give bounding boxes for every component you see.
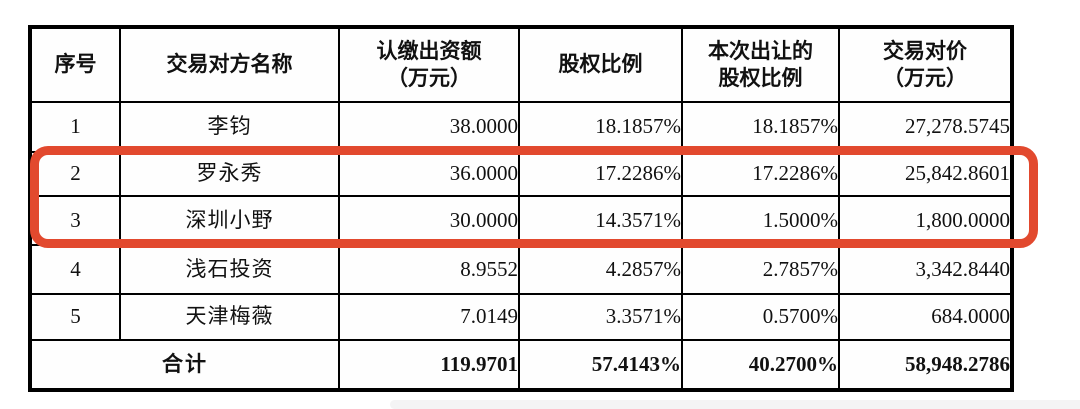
- col-header-subscribed-capital: 认缴出资额 （万元）: [338, 26, 520, 103]
- cell-counterparty: 天津梅薇: [119, 293, 340, 341]
- equity-transfer-table: 序号 交易对方名称 认缴出资额 （万元） 股权比例 本次出让的 股权比例 交易对…: [28, 25, 1014, 392]
- cell-consideration: 27,278.5745: [838, 101, 1013, 153]
- cell-subscribed-capital: 8.9552: [338, 244, 520, 295]
- cell-consideration: 684.0000: [838, 293, 1013, 341]
- table-row-highlighted: 2 罗永秀 36.0000 17.2286% 17.2286% 25,842.8…: [29, 151, 1013, 197]
- table-header-row: 序号 交易对方名称 认缴出资额 （万元） 股权比例 本次出让的 股权比例 交易对…: [29, 26, 1013, 103]
- cell-total-consideration: 58,948.2786: [838, 339, 1013, 392]
- cell-serial-no: 3: [29, 195, 121, 246]
- cell-transfer-ratio: 0.5700%: [681, 293, 840, 341]
- cell-counterparty: 李钧: [119, 101, 340, 153]
- cell-transfer-ratio: 17.2286%: [681, 151, 840, 197]
- cell-subscribed-capital: 7.0149: [338, 293, 520, 341]
- cell-serial-no: 5: [29, 293, 121, 341]
- col-header-consideration: 交易对价 （万元）: [838, 26, 1013, 103]
- table-row: 5 天津梅薇 7.0149 3.3571% 0.5700% 684.0000: [29, 293, 1013, 341]
- cell-equity-ratio: 4.2857%: [518, 244, 683, 295]
- cell-consideration: 1,800.0000: [838, 195, 1013, 246]
- cell-total-equity-ratio: 57.4143%: [518, 339, 683, 392]
- cell-equity-ratio: 14.3571%: [518, 195, 683, 246]
- col-header-transfer-ratio: 本次出让的 股权比例: [681, 26, 840, 103]
- col-header-serial-no: 序号: [29, 26, 121, 103]
- cell-transfer-ratio: 2.7857%: [681, 244, 840, 295]
- cell-equity-ratio: 17.2286%: [518, 151, 683, 197]
- cell-serial-no: 4: [29, 244, 121, 295]
- cell-total-transfer-ratio: 40.2700%: [681, 339, 840, 392]
- cell-subscribed-capital: 38.0000: [338, 101, 520, 153]
- cell-serial-no: 1: [29, 101, 121, 153]
- cell-consideration: 3,342.8440: [838, 244, 1013, 295]
- cell-subscribed-capital: 30.0000: [338, 195, 520, 246]
- cell-transfer-ratio: 1.5000%: [681, 195, 840, 246]
- table-row: 4 浅石投资 8.9552 4.2857% 2.7857% 3,342.8440: [29, 244, 1013, 295]
- cell-equity-ratio: 3.3571%: [518, 293, 683, 341]
- col-header-equity-ratio: 股权比例: [518, 26, 683, 103]
- table-total-row: 合计 119.9701 57.4143% 40.2700% 58,948.278…: [29, 339, 1013, 392]
- col-header-counterparty: 交易对方名称: [119, 26, 340, 103]
- table-row: 1 李钧 38.0000 18.1857% 18.1857% 27,278.57…: [29, 101, 1013, 153]
- bottom-gray-strip: [390, 400, 1080, 409]
- cell-subscribed-capital: 36.0000: [338, 151, 520, 197]
- table-row-highlighted: 3 深圳小野 30.0000 14.3571% 1.5000% 1,800.00…: [29, 195, 1013, 246]
- cell-counterparty: 深圳小野: [119, 195, 340, 246]
- cell-serial-no: 2: [29, 151, 121, 197]
- cell-equity-ratio: 18.1857%: [518, 101, 683, 153]
- cell-counterparty: 罗永秀: [119, 151, 340, 197]
- cell-consideration: 25,842.8601: [838, 151, 1013, 197]
- cell-transfer-ratio: 18.1857%: [681, 101, 840, 153]
- cell-total-subscribed-capital: 119.9701: [338, 339, 520, 392]
- cell-total-label: 合计: [29, 339, 340, 392]
- cell-counterparty: 浅石投资: [119, 244, 340, 295]
